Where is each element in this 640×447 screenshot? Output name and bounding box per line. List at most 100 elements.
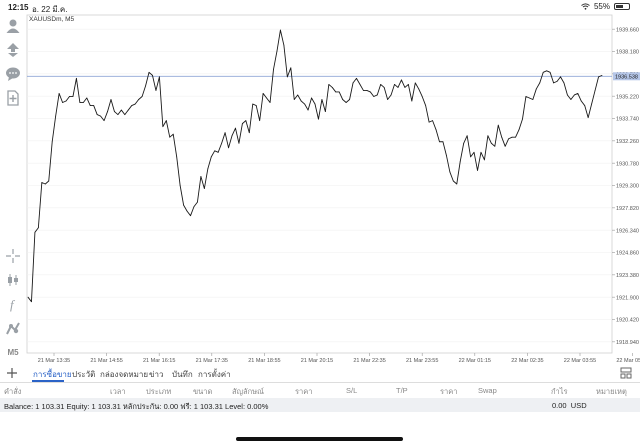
col-tp: T/P <box>396 386 408 395</box>
x-tick-label: 21 Mar 13:35 <box>38 358 70 364</box>
balance-row: Balance: 1 103.31 Equity: 1 103.31 หลักป… <box>0 398 640 412</box>
chart-symbol-label: XAUUSDm, M5 <box>29 16 75 23</box>
y-tick-label: 1930.780 <box>616 161 639 167</box>
x-tick-label: 22 Mar 01:15 <box>459 358 491 364</box>
y-tick-label: 1920.420 <box>616 318 639 324</box>
price-point <box>394 84 395 85</box>
status-date: อ. 22 มี.ค. <box>32 5 68 14</box>
col-sl: S/L <box>346 386 358 395</box>
price-point <box>31 301 32 303</box>
price-point <box>328 84 330 85</box>
price-point <box>27 296 29 298</box>
price-point <box>383 87 385 88</box>
account-icon[interactable] <box>5 18 21 34</box>
price-point <box>501 136 503 138</box>
new-order-icon[interactable] <box>5 90 21 106</box>
price-point <box>145 85 146 87</box>
price-point <box>535 88 537 90</box>
crosshair-icon[interactable] <box>5 248 21 264</box>
price-point <box>255 105 257 106</box>
timeframe-button[interactable]: M5 <box>7 348 19 357</box>
price-point <box>276 50 278 52</box>
price-point <box>567 94 568 96</box>
price-point <box>110 99 112 100</box>
price-point <box>231 135 233 137</box>
price-point <box>518 129 520 131</box>
price-chart[interactable]: XAUUSDm, M5 1939.6601938.1801936.7001935… <box>26 14 640 366</box>
y-tick-label: 1921.900 <box>616 295 639 301</box>
price-point <box>456 183 458 185</box>
layout-icon[interactable] <box>620 367 632 379</box>
price-point <box>304 103 306 105</box>
price-point <box>473 151 475 153</box>
price-point <box>577 93 579 94</box>
price-point <box>411 100 413 102</box>
y-tick-label: 1927.820 <box>616 206 639 212</box>
tab-mailbox[interactable]: กล่องจดหมาย <box>100 370 149 379</box>
tab-trade[interactable]: การซื้อขาย <box>33 370 72 379</box>
price-point <box>363 90 364 91</box>
price-point <box>76 77 77 79</box>
price-point <box>584 105 586 106</box>
price-point <box>203 188 205 189</box>
price-point <box>470 156 472 158</box>
balance-summary: Balance: 1 103.31 Equity: 1 103.31 หลักป… <box>4 402 269 411</box>
price-point <box>190 215 191 217</box>
x-tick-label: 22 Mar 03:55 <box>564 358 596 364</box>
price-point <box>82 102 84 103</box>
tab-journal[interactable]: บันทึก <box>172 370 193 379</box>
price-point <box>314 103 316 105</box>
tab-news[interactable]: ข่าว <box>149 370 164 379</box>
price-point <box>165 120 167 122</box>
price-point <box>293 99 295 100</box>
price-point <box>114 111 115 112</box>
price-point <box>266 97 267 99</box>
price-point <box>245 120 247 122</box>
candlestick-icon[interactable] <box>5 272 21 288</box>
add-icon[interactable] <box>6 367 18 379</box>
x-tick-label: 21 Mar 18:55 <box>248 358 280 364</box>
tab-settings[interactable]: การตั้งค่า <box>198 370 231 379</box>
price-point <box>158 76 160 78</box>
x-tick-label: 21 Mar 16:15 <box>143 358 175 364</box>
indicators-icon[interactable]: f <box>5 296 21 312</box>
y-tick-label: 1918.940 <box>616 340 639 346</box>
trade-arrows-icon[interactable] <box>5 42 21 58</box>
chat-icon[interactable] <box>5 66 21 82</box>
orders-header: คำสั่ง เวลา ประเภท ขนาด สัญลักษณ์ ราคา S… <box>0 382 640 399</box>
price-point <box>449 171 451 173</box>
price-point <box>421 96 423 97</box>
price-point <box>311 97 312 99</box>
y-tick-label: 1938.180 <box>616 50 639 56</box>
left-toolbar: f M5 <box>0 14 26 357</box>
price-point <box>553 82 554 84</box>
price-point <box>511 136 513 138</box>
price-point <box>560 76 561 78</box>
price-point <box>345 102 347 103</box>
price-point <box>103 120 105 122</box>
price-point <box>155 90 157 91</box>
price-point <box>587 117 589 119</box>
price-point <box>556 80 558 82</box>
price-point <box>435 129 437 131</box>
price-point <box>248 132 250 134</box>
price-point <box>300 100 302 102</box>
price-point <box>100 115 102 117</box>
price-point <box>37 227 39 229</box>
price-point <box>48 180 50 182</box>
price-point <box>179 185 181 186</box>
status-bar: 12:15 อ. 22 มี.ค. 55% <box>0 0 640 14</box>
home-indicator <box>236 437 403 441</box>
svg-text:f: f <box>10 297 16 312</box>
objects-icon[interactable] <box>5 320 21 336</box>
price-point <box>522 118 523 120</box>
price-point <box>463 142 465 144</box>
price-point <box>79 102 81 103</box>
price-point <box>387 99 389 100</box>
price-point <box>41 182 43 183</box>
y-tick-label: 1939.660 <box>616 27 639 33</box>
tab-history[interactable]: ประวัติ <box>72 370 96 379</box>
price-point <box>148 71 150 73</box>
price-point <box>124 114 126 115</box>
price-point <box>210 156 212 158</box>
